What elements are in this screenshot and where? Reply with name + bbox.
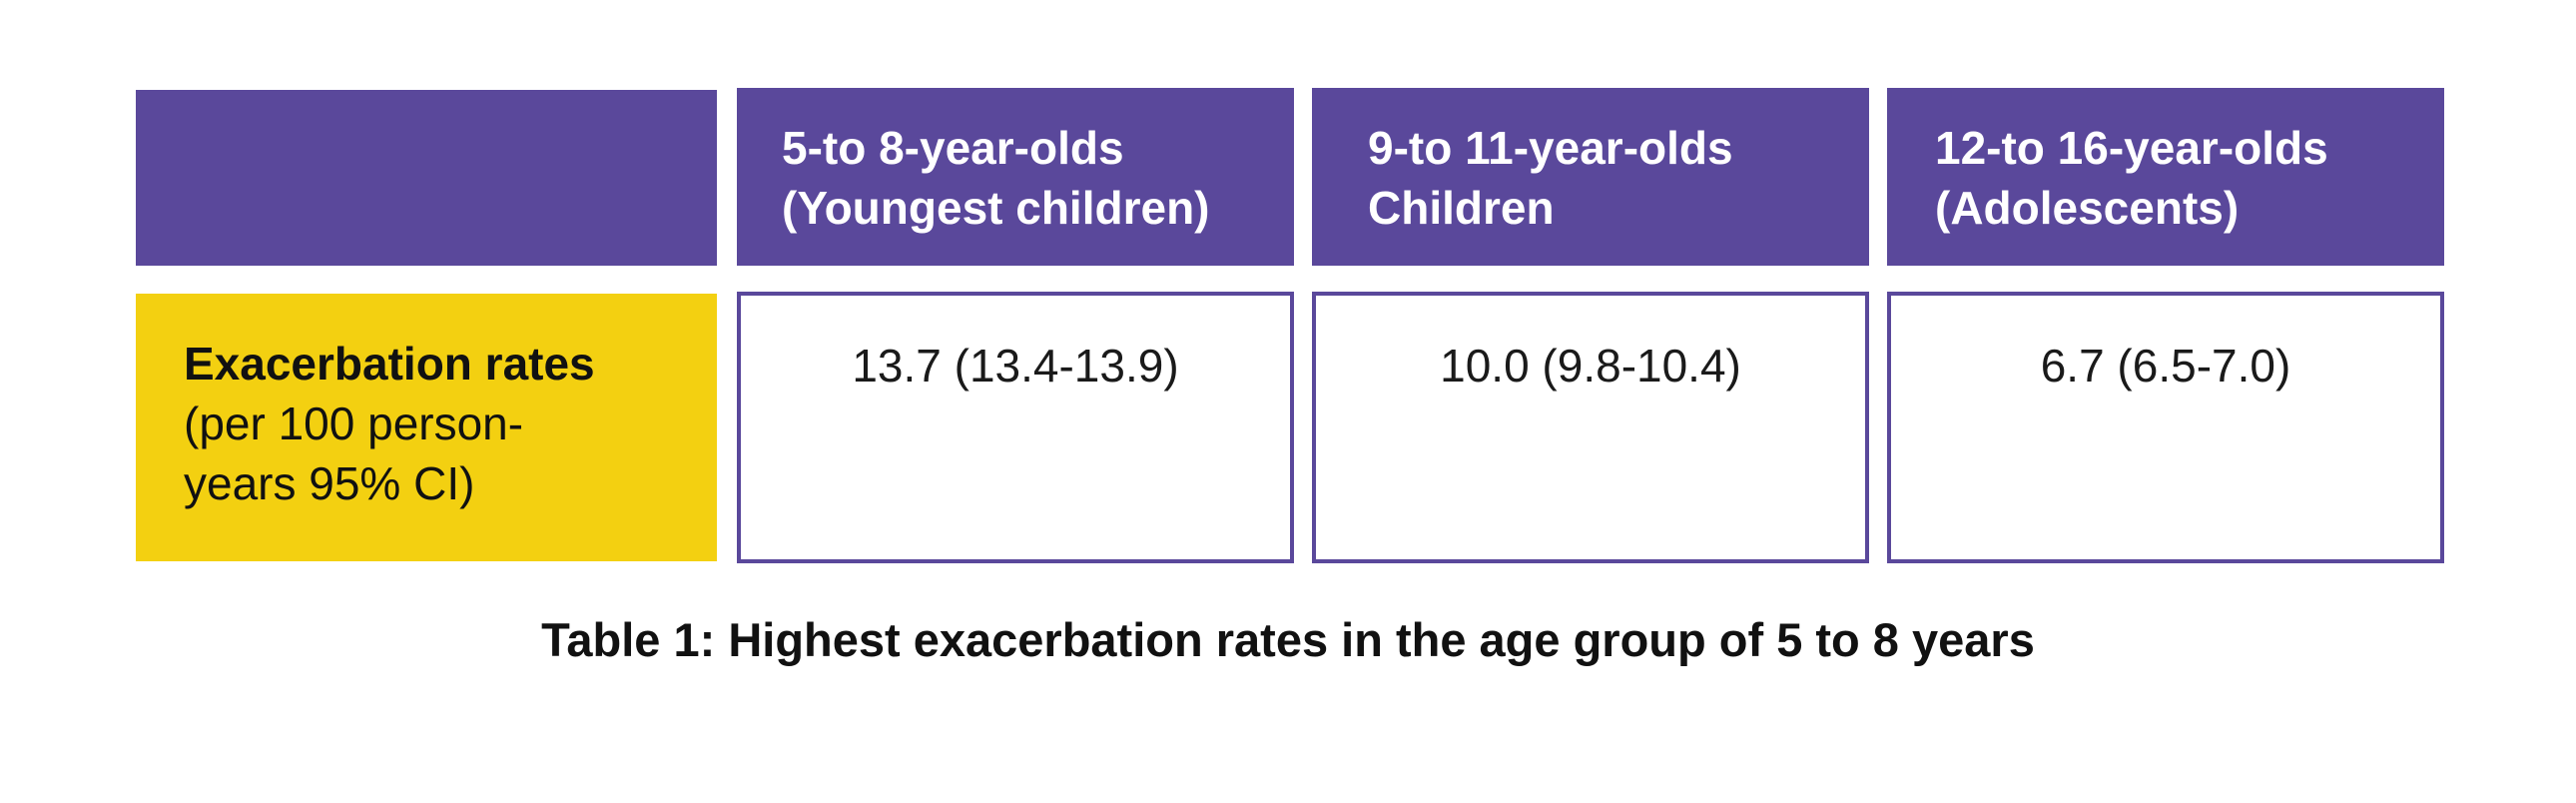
row-label-exacerbation-rates: Exacerbation rates (per 100 person- year…	[136, 294, 717, 561]
cell-value: 13.7 (13.4-13.9)	[852, 340, 1179, 392]
row-label-unit-line2: years 95% CI)	[184, 457, 475, 509]
column-header-line1: 9-to 11-year-olds	[1368, 122, 1733, 174]
column-header-line2: (Adolescents)	[1935, 182, 2240, 234]
row-label-unit-line1: (per 100 person-	[184, 398, 524, 449]
column-header-adolescents: 12-to 16-year-olds (Adolescents)	[1887, 88, 2444, 266]
column-header-children: 9-to 11-year-olds Children	[1312, 88, 1869, 266]
row-label-title: Exacerbation rates	[184, 338, 595, 390]
column-header-line1: 5-to 8-year-olds	[782, 122, 1124, 174]
table-corner-header	[136, 90, 717, 266]
table-cell-adolescents-rate: 6.7 (6.5-7.0)	[1887, 292, 2444, 563]
table-cell-youngest-rate: 13.7 (13.4-13.9)	[737, 292, 1294, 563]
column-header-youngest: 5-to 8-year-olds (Youngest children)	[737, 88, 1294, 266]
table-cell-children-rate: 10.0 (9.8-10.4)	[1312, 292, 1869, 563]
column-header-line2: (Youngest children)	[782, 182, 1210, 234]
table-caption: Table 1: Highest exacerbation rates in t…	[541, 613, 2035, 666]
cell-value: 10.0 (9.8-10.4)	[1440, 340, 1741, 392]
column-header-line2: Children	[1368, 182, 1555, 234]
column-header-line1: 12-to 16-year-olds	[1935, 122, 2328, 174]
cell-value: 6.7 (6.5-7.0)	[2040, 340, 2291, 392]
